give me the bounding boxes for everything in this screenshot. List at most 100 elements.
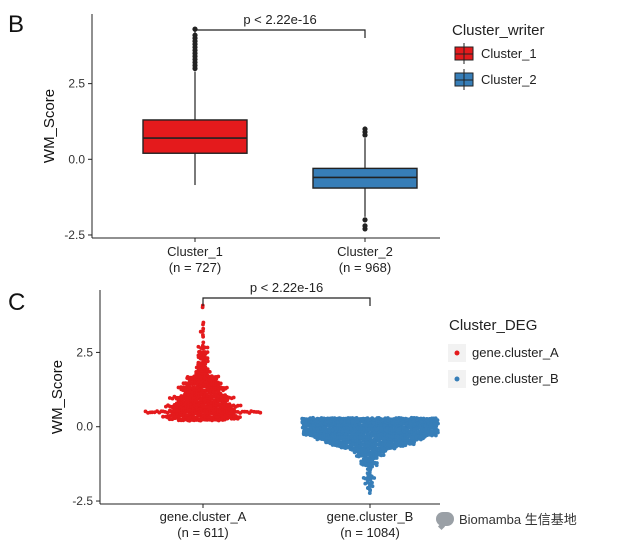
swarm-point <box>185 375 190 379</box>
swarm-point <box>363 481 368 486</box>
p-value-label: p < 2.22e-16 <box>243 12 316 27</box>
swarm-point <box>201 340 206 345</box>
swarm-point <box>303 426 308 431</box>
swarm-point <box>179 394 184 398</box>
swarm-point <box>161 414 165 419</box>
swarm-point <box>216 374 221 379</box>
x-tick-count-label: (n = 968) <box>339 260 391 275</box>
box-1 <box>142 119 248 154</box>
p-value-label: p < 2.22e-16 <box>250 280 323 295</box>
swarm-point <box>401 416 405 421</box>
swarm-point <box>370 484 375 489</box>
swarm-point <box>201 333 205 337</box>
swarm-point <box>365 477 370 482</box>
swarm-point <box>307 417 312 421</box>
swarm-point <box>360 417 365 422</box>
swarm-point <box>361 423 366 427</box>
swarm-point <box>381 436 385 440</box>
swarm-point <box>205 359 210 364</box>
legend-swatch <box>454 350 460 356</box>
x-tick-label: gene.cluster_A <box>160 509 247 524</box>
x-tick-label: gene.cluster_B <box>327 509 414 524</box>
x-tick-count-label: (n = 1084) <box>340 525 400 540</box>
swarm-point <box>365 471 370 476</box>
swarm-point <box>209 394 214 398</box>
swarm-point <box>225 398 230 403</box>
swarm-point <box>164 404 168 409</box>
swarm-point <box>199 352 203 357</box>
watermark: Biomamba 生信基地 <box>436 509 577 528</box>
swarm-point <box>361 476 366 480</box>
swarm-point <box>300 416 305 421</box>
swarm-point <box>405 427 409 432</box>
swarm-point <box>225 385 229 390</box>
y-tick-label: 2.5 <box>68 77 85 91</box>
swarm-point <box>359 461 364 466</box>
swarm-point <box>381 453 386 457</box>
swarm-point <box>315 427 320 431</box>
x-tick-count-label: (n = 727) <box>169 260 221 275</box>
swarm-point <box>379 426 384 431</box>
swarm-point <box>227 402 232 407</box>
x-tick-label: Cluster_1 <box>167 244 223 259</box>
swarm-point <box>168 408 172 413</box>
legend-label: gene.cluster_A <box>472 345 559 360</box>
swarm-point <box>412 427 417 432</box>
x-tick-count-label: (n = 611) <box>177 525 228 540</box>
swarm-point <box>301 432 306 437</box>
swarm-point <box>201 326 206 331</box>
swarm-point <box>143 409 148 414</box>
swarm-point <box>369 474 374 479</box>
swarm-point <box>214 379 218 384</box>
swarm-point <box>434 433 438 438</box>
swarm-point <box>196 344 201 349</box>
swarm-point <box>205 345 210 350</box>
swarm-point <box>315 437 320 442</box>
swarm-point <box>422 434 427 439</box>
swarm-point <box>209 415 214 419</box>
swarm-point <box>348 426 353 431</box>
swarm-point <box>433 416 438 421</box>
swarm-point <box>411 442 416 447</box>
swarm-point <box>350 419 355 424</box>
swarm-point <box>421 416 426 421</box>
swarm-point <box>418 417 423 421</box>
y-tick-label: -2.5 <box>64 228 85 242</box>
legend-label: Cluster_2 <box>481 72 537 87</box>
y-axis-label: WM_Score <box>49 360 66 434</box>
swarm-point <box>366 485 370 490</box>
x-tick-label: Cluster_2 <box>337 244 393 259</box>
swarm-point <box>336 416 341 421</box>
legend-label: gene.cluster_B <box>472 371 559 386</box>
swarm-point <box>374 463 379 468</box>
swarm-point <box>313 435 317 439</box>
panel-letter-b: B <box>8 11 24 38</box>
swarm-point <box>407 429 412 434</box>
swarm-point <box>348 447 353 452</box>
swarm-point <box>353 417 358 421</box>
y-axis-label: WM_Score <box>41 89 58 163</box>
swarm-point <box>176 385 181 390</box>
swarm-point <box>365 467 370 471</box>
legend-swatch <box>454 376 460 382</box>
swarm-point <box>363 457 368 462</box>
swarm-point <box>181 381 186 386</box>
swarm-point <box>375 416 380 420</box>
swarm-point <box>218 381 223 386</box>
swarm-point <box>325 416 330 421</box>
swarm-point <box>409 415 414 420</box>
swarm-point <box>201 320 206 325</box>
swarm-point <box>198 329 203 334</box>
swarm-point <box>183 392 187 396</box>
swarm-point <box>167 396 172 400</box>
swarm-point <box>197 350 201 354</box>
swarm-point <box>359 448 364 453</box>
swarm-point <box>196 360 201 365</box>
watermark-text: Biomamba 生信基地 <box>459 512 577 527</box>
swarm-point <box>434 427 438 432</box>
swarm-point <box>416 426 420 431</box>
swarm-point <box>236 403 240 408</box>
swarm-point <box>258 410 263 415</box>
